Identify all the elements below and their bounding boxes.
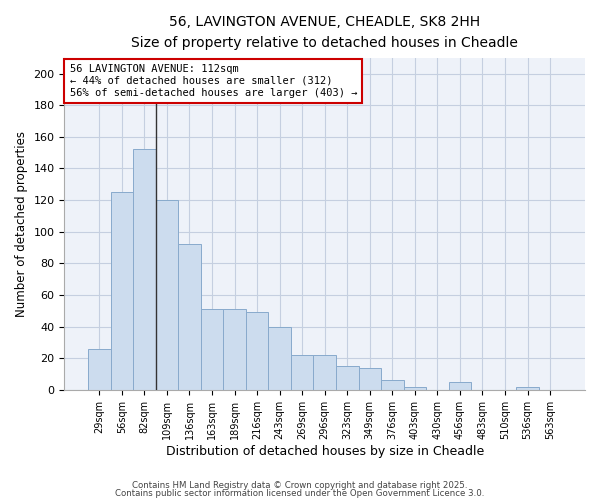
Bar xyxy=(88,349,110,390)
Text: 56 LAVINGTON AVENUE: 112sqm
← 44% of detached houses are smaller (312)
56% of se: 56 LAVINGTON AVENUE: 112sqm ← 44% of det… xyxy=(70,64,357,98)
Bar xyxy=(313,355,336,390)
Bar xyxy=(359,368,381,390)
Title: 56, LAVINGTON AVENUE, CHEADLE, SK8 2HH
Size of property relative to detached hou: 56, LAVINGTON AVENUE, CHEADLE, SK8 2HH S… xyxy=(131,15,518,50)
Bar xyxy=(246,312,268,390)
Bar xyxy=(381,380,404,390)
Bar xyxy=(449,382,471,390)
Bar xyxy=(268,326,291,390)
Text: Contains HM Land Registry data © Crown copyright and database right 2025.: Contains HM Land Registry data © Crown c… xyxy=(132,481,468,490)
Bar xyxy=(404,387,426,390)
Bar xyxy=(516,387,539,390)
Bar xyxy=(201,310,223,390)
X-axis label: Distribution of detached houses by size in Cheadle: Distribution of detached houses by size … xyxy=(166,444,484,458)
Bar xyxy=(110,192,133,390)
Text: Contains public sector information licensed under the Open Government Licence 3.: Contains public sector information licen… xyxy=(115,488,485,498)
Bar xyxy=(155,200,178,390)
Bar xyxy=(336,366,359,390)
Bar xyxy=(223,310,246,390)
Y-axis label: Number of detached properties: Number of detached properties xyxy=(15,131,28,317)
Bar xyxy=(178,244,201,390)
Bar xyxy=(133,150,155,390)
Bar xyxy=(291,355,313,390)
